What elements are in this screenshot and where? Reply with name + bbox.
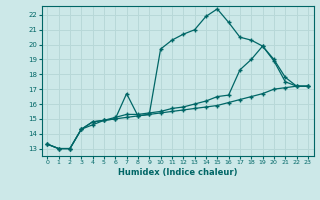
X-axis label: Humidex (Indice chaleur): Humidex (Indice chaleur)	[118, 168, 237, 177]
